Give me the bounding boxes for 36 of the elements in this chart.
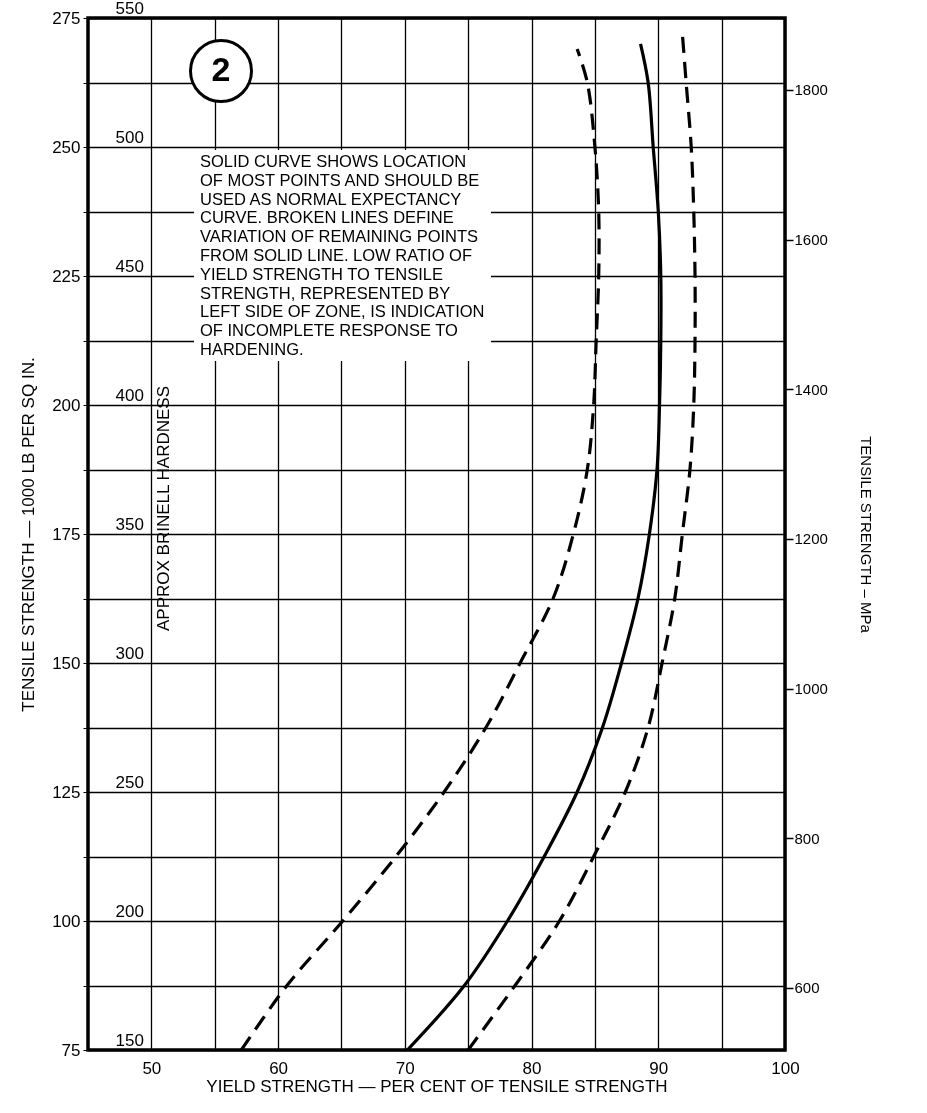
y3-tick-label: 200 — [115, 901, 144, 921]
y3-tick-label: 300 — [115, 643, 144, 663]
y-tick-label: 150 — [52, 653, 81, 673]
y3-tick-label: 250 — [115, 772, 144, 792]
y2-tick-label: 1600 — [794, 231, 828, 249]
x-axis-title: YIELD STRENGTH — PER CENT OF TENSILE STRENGTH — [206, 1076, 668, 1096]
y2-tick-label: 1200 — [794, 530, 828, 548]
text: SOLID CURVE SHOWS LOCATION OF MOST POINTS AND SHOULD BE USED AS NORMAL EXPECTANCY CURVE. BROKEN LINES DEFINE VARIATION OF REMAINING POINTS FROM SOLID LINE. LOW RATIO OF YIELD STRENGTH TO TENSILE STRENGTH, REPRESENTED BY LEFT SIDE OF ZONE, IS INDICATION OF INCOMPLETE RESPONSE TO HARDENING. — [200, 152, 485, 358]
y2-axis-title: TENSILE STRENGTH – MPa — [857, 436, 875, 634]
y-tick-label: 200 — [52, 395, 81, 415]
y3-tick-label: 500 — [115, 127, 144, 147]
y2-tick-label: 600 — [794, 979, 820, 997]
x-tick-label: 70 — [395, 1058, 415, 1078]
annotation: 2 — [210, 50, 232, 89]
y3-tick-label: 150 — [115, 1030, 144, 1050]
x-tick-label: 80 — [522, 1058, 542, 1078]
y-tick-label: 225 — [52, 266, 81, 286]
y-tick-label: 125 — [52, 782, 81, 802]
y3-tick-label: 550 — [115, 0, 144, 18]
y2-tick-label: 800 — [794, 829, 820, 847]
y2-tick-label: 1000 — [794, 680, 828, 698]
y2-tick-label: 1400 — [794, 380, 828, 398]
y2-tick-label: 1800 — [794, 81, 828, 99]
y-tick-label: 250 — [52, 137, 81, 157]
y-tick-label: 275 — [52, 8, 81, 28]
y3-tick-label: 350 — [115, 514, 144, 534]
y-tick-label: 175 — [52, 524, 81, 544]
x-tick-label: 100 — [771, 1058, 800, 1078]
x-tick-label: 50 — [142, 1058, 162, 1078]
y3-tick-label: 450 — [115, 256, 144, 276]
y-tick-label: 100 — [52, 911, 81, 931]
y-axis-title: TENSILE STRENGTH — 1000 LB PER SQ IN. — [19, 357, 39, 712]
x-tick-label: 90 — [649, 1058, 669, 1078]
y3-tick-label: 400 — [115, 385, 144, 405]
x-tick-label: 60 — [269, 1058, 289, 1078]
y-tick-label: 75 — [61, 1040, 81, 1060]
